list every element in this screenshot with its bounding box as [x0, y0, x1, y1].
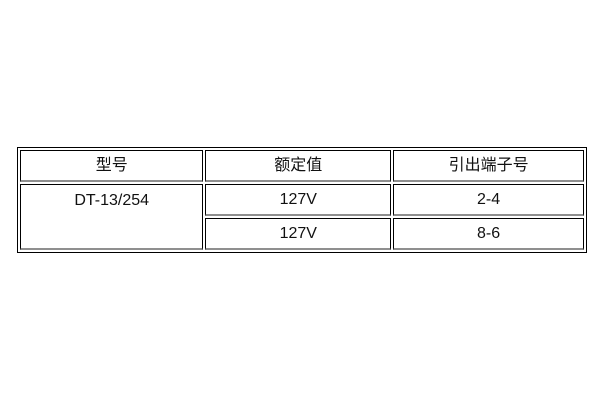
header-rated-value: 额定值	[205, 150, 392, 182]
header-row: 型号 额定值 引出端子号	[20, 150, 584, 182]
table-row: DT-13/254 127V 2-4	[20, 184, 584, 250]
header-model: 型号	[20, 150, 204, 182]
rated-value-cell-1: 127V	[205, 184, 392, 216]
rated-value-cell-2: 127V	[205, 218, 392, 250]
model-cell: DT-13/254	[20, 184, 204, 250]
terminal-cell-2: 8-6	[393, 218, 584, 250]
header-terminal-number: 引出端子号	[393, 150, 584, 182]
table-row: 127V 8-6	[20, 218, 584, 250]
spec-table: 型号 额定值 引出端子号 DT-13/254 127V 2-4 127V 8-6	[17, 147, 587, 253]
terminal-cell-1: 2-4	[393, 184, 584, 216]
